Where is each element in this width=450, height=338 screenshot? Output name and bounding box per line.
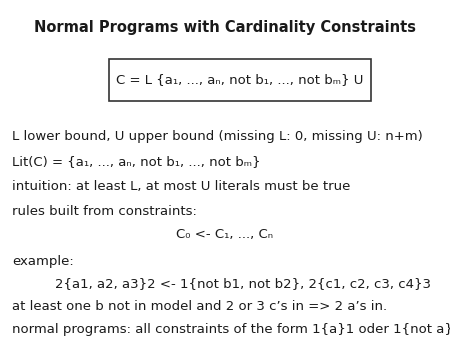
Text: example:: example: (12, 255, 74, 268)
Text: C₀ <- C₁, ..., Cₙ: C₀ <- C₁, ..., Cₙ (176, 228, 274, 241)
Text: at least one b not in model and 2 or 3 c’s in => 2 a’s in.: at least one b not in model and 2 or 3 c… (12, 300, 387, 313)
Text: C = L {a₁, ..., aₙ, not b₁, ..., not bₘ} U: C = L {a₁, ..., aₙ, not b₁, ..., not bₘ}… (116, 73, 364, 87)
Text: rules built from constraints:: rules built from constraints: (12, 205, 197, 218)
Text: 2{a1, a2, a3}2 <- 1{not b1, not b2}, 2{c1, c2, c3, c4}3: 2{a1, a2, a3}2 <- 1{not b1, not b2}, 2{c… (55, 277, 431, 290)
Text: Normal Programs with Cardinality Constraints: Normal Programs with Cardinality Constra… (34, 20, 416, 35)
Text: intuition: at least L, at most U literals must be true: intuition: at least L, at most U literal… (12, 180, 351, 193)
Text: Lit(C) = {a₁, ..., aₙ, not b₁, ..., not bₘ}: Lit(C) = {a₁, ..., aₙ, not b₁, ..., not … (12, 155, 261, 168)
FancyBboxPatch shape (109, 59, 371, 101)
Text: L lower bound, U upper bound (missing L: 0, missing U: n+m): L lower bound, U upper bound (missing L:… (12, 130, 423, 143)
Text: normal programs: all constraints of the form 1{a}1 oder 1{not a}1: normal programs: all constraints of the … (12, 323, 450, 336)
